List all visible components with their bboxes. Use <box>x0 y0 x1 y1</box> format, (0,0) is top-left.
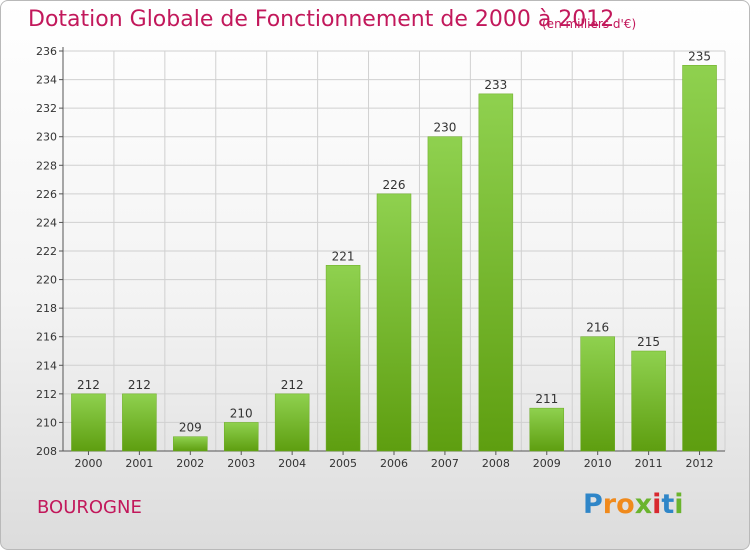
x-tick-label-2010: 2010 <box>584 457 612 470</box>
proxiti-logo: Proxiti <box>583 489 684 520</box>
value-label-2006: 226 <box>383 178 406 192</box>
bar-2011 <box>631 350 666 452</box>
y-tick-label: 210 <box>36 416 57 429</box>
x-tick-label-2011: 2011 <box>635 457 663 470</box>
bar-2001 <box>122 393 157 452</box>
value-label-2007: 230 <box>433 121 456 135</box>
bar-2002 <box>173 436 208 452</box>
bar-2009 <box>529 407 565 452</box>
bars <box>71 65 717 452</box>
x-tick-label-2006: 2006 <box>380 457 408 470</box>
x-tick-label-2003: 2003 <box>227 457 255 470</box>
x-tick-label-2012: 2012 <box>686 457 714 470</box>
y-tick-label: 212 <box>36 388 57 401</box>
x-tick-label-2001: 2001 <box>125 457 153 470</box>
y-tick-label: 226 <box>36 188 57 201</box>
value-label-2005: 221 <box>332 249 355 263</box>
chart-title: Dotation Globale de Fonctionnement de 20… <box>28 7 615 32</box>
y-tick-label: 216 <box>36 331 57 344</box>
chart-subtitle: (en milliers d'€) <box>542 17 637 31</box>
bar-2012 <box>682 65 717 452</box>
y-tick-label: 224 <box>36 216 57 229</box>
value-label-2002: 209 <box>179 421 202 435</box>
y-tick-label: 220 <box>36 274 57 287</box>
y-tick-label: 218 <box>36 302 57 315</box>
bar-2005 <box>325 265 361 452</box>
bar-2006 <box>376 193 412 452</box>
value-label-2011: 215 <box>637 335 660 349</box>
bar-2007 <box>427 136 463 452</box>
y-tick-label: 236 <box>36 45 57 58</box>
value-label-2008: 233 <box>484 78 507 92</box>
bar-2010 <box>580 336 615 452</box>
labels: 208 210 212 214 216 218 220 222 224 226 228 230 232 2… <box>36 45 714 470</box>
y-tick-label: 208 <box>36 445 57 458</box>
commune-name: BOUROGNE <box>37 497 142 518</box>
y-tick-label: 214 <box>36 359 57 372</box>
x-tick-label-2004: 2004 <box>278 457 306 470</box>
y-tick-label: 222 <box>36 245 57 258</box>
value-label-2004: 212 <box>281 378 304 392</box>
bar-2008 <box>478 93 514 452</box>
x-tick-label-2007: 2007 <box>431 457 459 470</box>
y-tick-label: 234 <box>36 74 57 87</box>
bar-2004 <box>274 393 310 452</box>
value-label-2000: 212 <box>77 378 100 392</box>
value-label-2001: 212 <box>128 378 151 392</box>
y-tick-label: 232 <box>36 102 57 115</box>
value-label-2009: 211 <box>535 392 558 406</box>
x-tick-label-2000: 2000 <box>74 457 102 470</box>
value-label-2012: 235 <box>688 49 711 63</box>
bar-2003 <box>223 422 259 452</box>
y-tick-label: 228 <box>36 159 57 172</box>
value-label-2003: 210 <box>230 406 253 420</box>
y-tick-label: 230 <box>36 131 57 144</box>
bar-2000 <box>71 393 106 452</box>
value-label-2010: 216 <box>586 321 609 335</box>
x-tick-label-2009: 2009 <box>533 457 561 470</box>
x-tick-label-2008: 2008 <box>482 457 510 470</box>
x-tick-label-2002: 2002 <box>176 457 204 470</box>
x-tick-label-2005: 2005 <box>329 457 357 470</box>
